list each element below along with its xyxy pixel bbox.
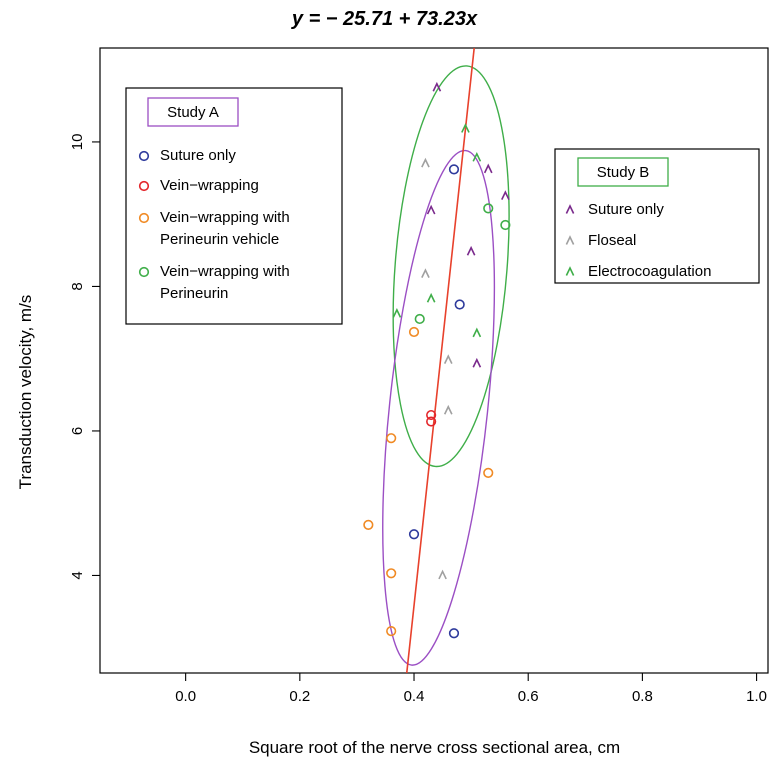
data-point-circle xyxy=(414,313,425,325)
x-tick-label: 0.2 xyxy=(289,688,310,705)
legend-entry-label: Vein−wrapping xyxy=(160,177,259,194)
data-point-caret xyxy=(421,157,430,168)
legend-marker-circle xyxy=(138,212,150,224)
x-tick-label: 0.8 xyxy=(632,688,653,705)
data-point-circle xyxy=(386,625,397,637)
data-point-circle xyxy=(448,628,460,639)
legend-entry-label: Perineurin xyxy=(160,285,228,302)
data-point-caret xyxy=(438,569,447,580)
legend-entry-label: Floseal xyxy=(588,232,636,249)
legend-marker-circle xyxy=(138,266,150,278)
data-point-circle xyxy=(483,467,494,478)
data-point-caret xyxy=(392,308,402,318)
plot-area xyxy=(363,48,511,673)
x-tick-label: 1.0 xyxy=(746,688,767,705)
legend-marker-circle xyxy=(138,150,150,162)
data-point-caret xyxy=(483,163,493,174)
data-point-circle xyxy=(363,519,374,530)
study-b-ellipse xyxy=(392,65,510,468)
regression-line xyxy=(405,48,475,673)
data-point-circle xyxy=(454,299,465,310)
legend-box xyxy=(125,87,343,325)
data-point-circle xyxy=(386,433,397,444)
data-point-circle xyxy=(448,164,460,175)
data-point-circle xyxy=(408,326,420,338)
legend-marker-caret xyxy=(565,204,575,214)
data-point-caret xyxy=(472,327,482,338)
y-tick-label: 4 xyxy=(69,571,86,579)
legend-entry-label: Vein−wrapping with xyxy=(160,209,290,226)
y-tick-label: 10 xyxy=(69,134,86,151)
data-point-caret xyxy=(426,292,436,303)
legend-entry-label: Electrocoagulation xyxy=(588,263,711,280)
x-axis-label: Square root of the nerve cross sectional… xyxy=(248,738,621,757)
plot-frame xyxy=(99,47,769,674)
legend-entry-label: Perineurin vehicle xyxy=(160,231,279,248)
legend-entry-label: Suture only xyxy=(588,201,664,218)
legend-title-box xyxy=(147,97,239,127)
x-tick-label: 0.6 xyxy=(518,688,539,705)
data-point-circle xyxy=(386,568,397,579)
legend-study-a: Study A Suture only Vein−wrapping Vein−wrap… xyxy=(125,87,343,325)
chart-title: y = − 25.71 + 73.23x xyxy=(291,8,478,30)
data-point-caret xyxy=(501,190,510,200)
legend-entry-label: Suture only xyxy=(160,147,236,164)
data-point-circle xyxy=(408,529,420,540)
data-point-circle xyxy=(500,219,511,231)
study-a-ellipse xyxy=(382,149,496,666)
data-point-caret xyxy=(443,404,453,415)
data-point-caret xyxy=(466,245,476,256)
legend-title-box xyxy=(577,157,669,187)
data-point-caret xyxy=(443,354,453,364)
x-tick-label: 0.4 xyxy=(404,688,425,705)
data-point-circle xyxy=(426,416,437,427)
data-point-circle xyxy=(483,203,494,214)
data-point-caret xyxy=(472,357,482,368)
data-point-caret xyxy=(426,204,436,215)
y-tick-label: 8 xyxy=(69,282,86,290)
legend-marker-circle xyxy=(138,180,150,192)
legend-marker-caret xyxy=(565,266,575,276)
data-point-caret xyxy=(432,81,442,92)
legend-study-b: Study B Suture only Floseal Electrocoagulat… xyxy=(554,148,760,284)
legend-title: Study B xyxy=(597,164,650,181)
legend-entry-label: Vein−wrapping with xyxy=(160,263,290,280)
data-point-caret xyxy=(472,151,482,162)
data-point-caret xyxy=(461,123,470,133)
y-tick-label: 6 xyxy=(69,427,86,435)
legend-title: Study A xyxy=(167,104,219,121)
data-point-caret xyxy=(421,268,430,279)
legend-marker-caret xyxy=(565,235,575,245)
x-tick-label: 0.0 xyxy=(175,688,196,705)
data-point-circle xyxy=(426,409,437,421)
legend-box xyxy=(554,148,760,284)
